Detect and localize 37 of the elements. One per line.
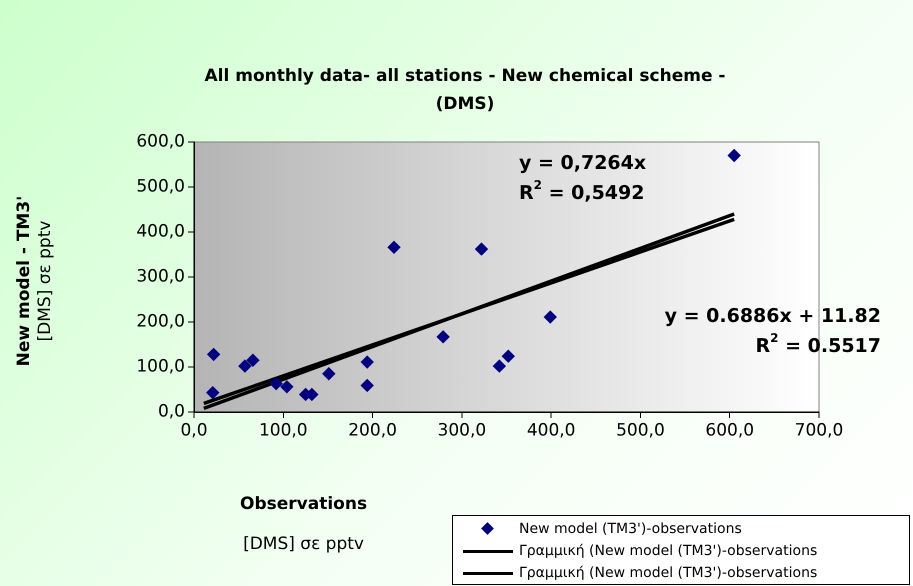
x-tick-label: 200,0 <box>348 420 397 441</box>
point <box>270 377 283 390</box>
point <box>322 367 336 380</box>
point <box>388 240 400 254</box>
y-tick-label: 600,0 <box>136 131 185 152</box>
chart-title: All monthly data- all stations - New chemical scheme - (DMS) <box>204 65 726 116</box>
legend-label: New model (TM3')-observations <box>519 520 742 539</box>
x-tick-label: 100,0 <box>258 420 308 441</box>
y-tick-label: 500,0 <box>136 176 185 196</box>
x-tick-label: 400,0 <box>526 420 576 441</box>
point <box>360 356 374 369</box>
legend-label: Γραμμική (New model (TM3')-observations <box>519 564 818 583</box>
point <box>436 330 450 344</box>
y-tick-label: 400,0 <box>136 221 185 242</box>
point <box>475 242 488 256</box>
point <box>238 360 252 373</box>
point <box>246 354 260 367</box>
point <box>280 380 294 394</box>
y-tick-label: 300,0 <box>136 266 185 286</box>
x-tick-label: 600,0 <box>705 420 754 441</box>
point <box>502 350 515 363</box>
point <box>544 310 557 324</box>
x-axis-title: Observations [DMS] σε pptv <box>240 493 368 556</box>
point <box>206 386 220 400</box>
x-tick-label: 700,0 <box>794 420 844 441</box>
point <box>728 149 741 162</box>
point <box>492 360 506 373</box>
y-axis-title: New model - TM3' [DMS] σε pptv <box>14 194 56 368</box>
x-tick-label: 500,0 <box>616 420 665 441</box>
y-tick-label: 200,0 <box>136 311 185 332</box>
y-tick-label: 0,0 <box>158 401 185 422</box>
point <box>360 378 374 392</box>
point <box>207 348 220 361</box>
x-tick-label: 0,0 <box>180 420 208 441</box>
x-tick-label: 300,0 <box>438 420 486 441</box>
y-tick-label: 100,0 <box>136 356 185 376</box>
legend-label: Γραμμική (New model (TM3')-observations <box>519 542 818 561</box>
